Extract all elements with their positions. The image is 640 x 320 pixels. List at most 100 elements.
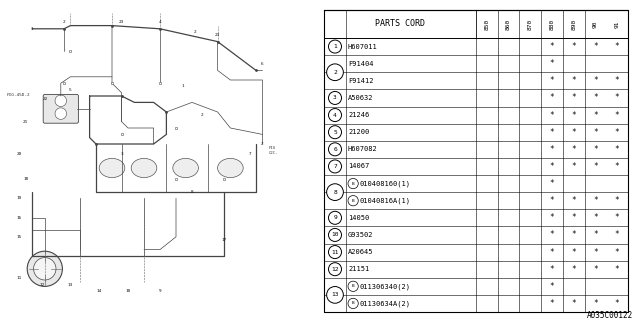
Text: *: * bbox=[615, 76, 620, 85]
Text: *: * bbox=[572, 111, 576, 120]
Text: 2: 2 bbox=[63, 20, 65, 24]
Text: 8: 8 bbox=[333, 190, 337, 195]
Text: 11: 11 bbox=[332, 250, 339, 255]
Text: 18: 18 bbox=[23, 177, 28, 181]
Text: 90: 90 bbox=[593, 20, 598, 28]
Text: 12: 12 bbox=[332, 267, 339, 272]
Text: 23: 23 bbox=[119, 20, 124, 24]
Text: *: * bbox=[615, 111, 620, 120]
Text: *: * bbox=[593, 93, 598, 102]
Text: 22: 22 bbox=[42, 97, 47, 101]
Text: 1: 1 bbox=[333, 44, 337, 49]
Text: *: * bbox=[593, 111, 598, 120]
Text: 4: 4 bbox=[333, 113, 337, 117]
Text: *: * bbox=[593, 265, 598, 274]
Text: 01040816A(1): 01040816A(1) bbox=[359, 197, 410, 204]
Text: 9: 9 bbox=[333, 215, 337, 220]
Circle shape bbox=[348, 196, 358, 206]
Circle shape bbox=[326, 64, 344, 81]
Text: 17: 17 bbox=[221, 238, 227, 242]
Text: *: * bbox=[615, 145, 620, 154]
Text: 01130634A(2): 01130634A(2) bbox=[359, 300, 410, 307]
Text: 21200: 21200 bbox=[348, 129, 369, 135]
Text: *: * bbox=[572, 213, 576, 222]
Text: 14: 14 bbox=[97, 289, 102, 293]
Ellipse shape bbox=[131, 158, 157, 178]
Text: 880: 880 bbox=[550, 18, 554, 30]
Text: 23: 23 bbox=[215, 33, 220, 37]
Text: 010408160(1): 010408160(1) bbox=[359, 180, 410, 187]
Text: *: * bbox=[593, 299, 598, 308]
Text: 2: 2 bbox=[261, 142, 264, 146]
Text: *: * bbox=[572, 196, 576, 205]
Text: *: * bbox=[615, 162, 620, 171]
Text: *: * bbox=[615, 248, 620, 257]
Text: *: * bbox=[593, 76, 598, 85]
Text: *: * bbox=[572, 42, 576, 51]
Text: *: * bbox=[550, 162, 554, 171]
Text: 13: 13 bbox=[332, 292, 339, 297]
Text: 6: 6 bbox=[261, 62, 264, 66]
Text: 5: 5 bbox=[69, 88, 72, 92]
Text: 4: 4 bbox=[159, 20, 161, 24]
Text: *: * bbox=[550, 93, 554, 102]
Text: 15: 15 bbox=[17, 235, 22, 239]
Text: *: * bbox=[550, 265, 554, 274]
Text: *: * bbox=[550, 213, 554, 222]
Text: 3: 3 bbox=[333, 95, 337, 100]
Text: *: * bbox=[615, 265, 620, 274]
Text: 850: 850 bbox=[484, 18, 490, 30]
Text: F91404: F91404 bbox=[348, 61, 374, 67]
Text: 870: 870 bbox=[528, 18, 532, 30]
Circle shape bbox=[34, 258, 56, 280]
Circle shape bbox=[348, 298, 358, 308]
Text: FIG.45D-2: FIG.45D-2 bbox=[6, 93, 30, 97]
Text: *: * bbox=[615, 213, 620, 222]
Circle shape bbox=[326, 286, 344, 303]
Text: *: * bbox=[593, 42, 598, 51]
Circle shape bbox=[328, 92, 342, 104]
Text: *: * bbox=[593, 248, 598, 257]
Text: 12: 12 bbox=[39, 283, 44, 287]
Circle shape bbox=[28, 251, 63, 286]
Text: *: * bbox=[550, 128, 554, 137]
Text: 011306340(2): 011306340(2) bbox=[359, 283, 410, 290]
Text: 14067: 14067 bbox=[348, 164, 369, 169]
Circle shape bbox=[328, 108, 342, 122]
Text: *: * bbox=[550, 299, 554, 308]
Text: 1: 1 bbox=[31, 27, 33, 31]
Text: *: * bbox=[572, 299, 576, 308]
Ellipse shape bbox=[173, 158, 198, 178]
Text: *: * bbox=[593, 128, 598, 137]
Text: *: * bbox=[572, 162, 576, 171]
Text: *: * bbox=[615, 42, 620, 51]
Text: 5: 5 bbox=[333, 130, 337, 135]
Text: *: * bbox=[572, 128, 576, 137]
Text: *: * bbox=[550, 111, 554, 120]
Text: *: * bbox=[593, 162, 598, 171]
Text: *: * bbox=[593, 196, 598, 205]
Text: 7: 7 bbox=[248, 152, 251, 156]
Circle shape bbox=[326, 184, 344, 201]
Text: *: * bbox=[572, 76, 576, 85]
Ellipse shape bbox=[218, 158, 243, 178]
Circle shape bbox=[328, 40, 342, 53]
Circle shape bbox=[348, 281, 358, 292]
Text: A50632: A50632 bbox=[348, 95, 374, 101]
Text: 91: 91 bbox=[614, 20, 620, 28]
Text: *: * bbox=[615, 128, 620, 137]
Text: 890: 890 bbox=[572, 18, 576, 30]
Text: 19: 19 bbox=[17, 196, 22, 200]
Circle shape bbox=[328, 211, 342, 224]
Text: *: * bbox=[593, 145, 598, 154]
Text: 10: 10 bbox=[332, 232, 339, 237]
Circle shape bbox=[328, 143, 342, 156]
Text: *: * bbox=[615, 299, 620, 308]
Text: 20: 20 bbox=[17, 152, 22, 156]
Text: *: * bbox=[572, 230, 576, 239]
Text: FIG
C2C-: FIG C2C- bbox=[269, 146, 278, 155]
Text: 2: 2 bbox=[200, 113, 203, 117]
Text: *: * bbox=[550, 248, 554, 257]
Circle shape bbox=[328, 245, 342, 259]
Text: 10: 10 bbox=[125, 289, 131, 293]
